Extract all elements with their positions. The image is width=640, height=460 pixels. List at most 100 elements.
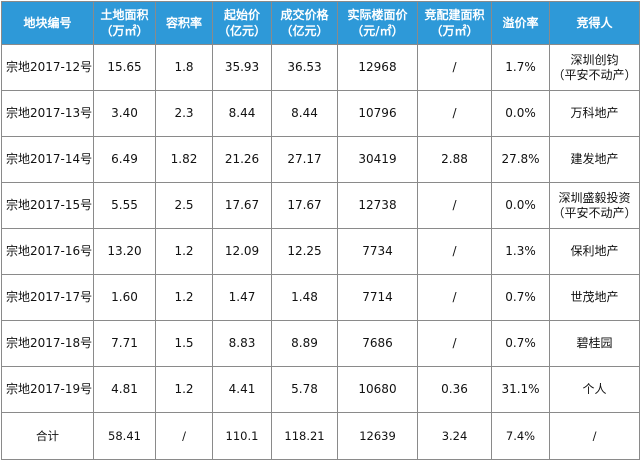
cell-land-area: 13.20 (93, 228, 156, 275)
cell-premium-rate: 0.7% (491, 320, 550, 367)
cell-starting-price: 4.41 (212, 366, 272, 413)
cell-starting-price: 8.44 (212, 90, 272, 137)
cell-floor-area-ratio: 1.8 (155, 44, 213, 91)
cell-floor-price: 10796 (337, 90, 418, 137)
cell-plot-code: 宗地2017-16号 (1, 228, 94, 275)
column-header-line: （万㎡） (430, 24, 479, 38)
cell-buyer: 保利地产 (549, 228, 640, 275)
cell-deal-price: 17.67 (271, 182, 338, 229)
cell-built-area: / (417, 90, 492, 137)
cell-land-area: 1.60 (93, 274, 156, 321)
cell-built-area: 2.88 (417, 136, 492, 183)
cell-premium-rate: 1.7% (491, 44, 550, 91)
buyer-name-line: 保利地产 (570, 244, 619, 258)
column-header-land-area: 土地面积 （万㎡） (93, 1, 156, 45)
cell-buyer: 个人 (549, 366, 640, 413)
total-cell-floor-price: 12639 (337, 412, 418, 460)
buyer-name-line: 万科地产 (570, 106, 619, 120)
cell-premium-rate: 0.0% (491, 90, 550, 137)
column-header-line: 成交价格 (280, 8, 329, 22)
cell-plot-code: 宗地2017-13号 (1, 90, 94, 137)
column-header-floor-area-ratio: 容积率 (155, 1, 213, 45)
cell-floor-price: 7714 (337, 274, 418, 321)
cell-starting-price: 21.26 (212, 136, 272, 183)
cell-deal-price: 12.25 (271, 228, 338, 275)
cell-built-area: / (417, 274, 492, 321)
column-header-built-area: 竞配建面积 （万㎡） (417, 1, 492, 45)
cell-floor-area-ratio: 1.5 (155, 320, 213, 367)
cell-deal-price: 5.78 (271, 366, 338, 413)
total-cell-plot-code: 合计 (1, 412, 94, 460)
total-cell-premium-rate: 7.4% (491, 412, 550, 460)
cell-floor-price: 12968 (337, 44, 418, 91)
cell-floor-price: 10680 (337, 366, 418, 413)
total-cell-starting-price: 110.1 (212, 412, 272, 460)
cell-built-area: 0.36 (417, 366, 492, 413)
buyer-name-line: （平安不动产） (552, 67, 637, 82)
cell-starting-price: 17.67 (212, 182, 272, 229)
cell-premium-rate: 0.7% (491, 274, 550, 321)
cell-land-area: 7.71 (93, 320, 156, 367)
header-row: 地块编号 土地面积 （万㎡） 容积率 起始价 （亿元） 成交价格 （亿元） 实际楼面价 （元/㎡）… (1, 1, 640, 45)
cell-starting-price: 35.93 (212, 44, 272, 91)
column-header-line: 起始价 (223, 8, 260, 22)
column-header-line: 竞得人 (576, 16, 613, 30)
cell-floor-area-ratio: 2.5 (155, 182, 213, 229)
buyer-name-line: 个人 (582, 382, 607, 396)
buyer-name-line: 深圳创钧 (570, 52, 619, 67)
cell-floor-price: 7686 (337, 320, 418, 367)
cell-land-area: 5.55 (93, 182, 156, 229)
column-header-line: 溢价率 (502, 16, 539, 30)
cell-built-area: / (417, 182, 492, 229)
cell-plot-code: 宗地2017-12号 (1, 44, 94, 91)
total-cell-land-area: 58.41 (93, 412, 156, 460)
cell-land-area: 3.40 (93, 90, 156, 137)
table-row: 宗地2017-16号 13.20 1.2 12.09 12.25 7734/1.3% 保利地… (1, 228, 640, 275)
column-header-premium-rate: 溢价率 (491, 1, 550, 45)
cell-buyer: 万科地产 (549, 90, 640, 137)
column-header-line: 实际楼面价 (347, 8, 408, 22)
cell-premium-rate: 27.8% (491, 136, 550, 183)
table-row: 宗地2017-18号 7.71 1.5 8.83 8.89 7686/0.7% 碧桂园 (1, 320, 640, 367)
table-row: 宗地2017-13号 3.40 2.3 8.44 8.44 10796/0.0% 万科地产 (1, 90, 640, 137)
cell-built-area: / (417, 320, 492, 367)
cell-floor-area-ratio: 2.3 (155, 90, 213, 137)
buyer-name-line: 碧桂园 (576, 336, 613, 350)
table-row: 宗地2017-19号 4.81 1.2 4.41 5.78 10680 0.36 31.1% 个… (1, 366, 640, 413)
buyer-name-line: （平安不动产） (552, 205, 637, 220)
column-header-line: 土地面积 (100, 8, 149, 22)
cell-buyer: 深圳创钧 （平安不动产） (549, 44, 640, 91)
column-header-floor-price: 实际楼面价 （元/㎡） (337, 1, 418, 45)
cell-deal-price: 8.44 (271, 90, 338, 137)
cell-starting-price: 8.83 (212, 320, 272, 367)
cell-floor-area-ratio: 1.2 (155, 228, 213, 275)
cell-premium-rate: 1.3% (491, 228, 550, 275)
total-cell-floor-area-ratio: / (155, 412, 213, 460)
cell-buyer: 建发地产 (549, 136, 640, 183)
cell-land-area: 4.81 (93, 366, 156, 413)
table-header: 地块编号 土地面积 （万㎡） 容积率 起始价 （亿元） 成交价格 （亿元） 实际楼面价 （元/㎡）… (1, 1, 640, 45)
cell-floor-area-ratio: 1.2 (155, 274, 213, 321)
cell-plot-code: 宗地2017-15号 (1, 182, 94, 229)
column-header-line: （亿元） (280, 24, 329, 38)
cell-deal-price: 8.89 (271, 320, 338, 367)
total-row: 合计 58.41/110.1 118.21 12639 3.24 7.4% / (1, 412, 640, 460)
cell-deal-price: 1.48 (271, 274, 338, 321)
table-row: 宗地2017-17号 1.60 1.2 1.47 1.48 7714/0.7% 世茂地产 (1, 274, 640, 321)
column-header-buyer: 竞得人 (549, 1, 640, 45)
cell-deal-price: 36.53 (271, 44, 338, 91)
cell-starting-price: 1.47 (212, 274, 272, 321)
cell-buyer: 世茂地产 (549, 274, 640, 321)
cell-buyer: 碧桂园 (549, 320, 640, 367)
cell-floor-area-ratio: 1.82 (155, 136, 213, 183)
cell-buyer: 深圳盛毅投资 （平安不动产） (549, 182, 640, 229)
cell-plot-code: 宗地2017-17号 (1, 274, 94, 321)
cell-premium-rate: 31.1% (491, 366, 550, 413)
cell-plot-code: 宗地2017-14号 (1, 136, 94, 183)
cell-land-area: 15.65 (93, 44, 156, 91)
cell-floor-price: 12738 (337, 182, 418, 229)
cell-floor-area-ratio: 1.2 (155, 366, 213, 413)
cell-plot-code: 宗地2017-19号 (1, 366, 94, 413)
cell-built-area: / (417, 228, 492, 275)
